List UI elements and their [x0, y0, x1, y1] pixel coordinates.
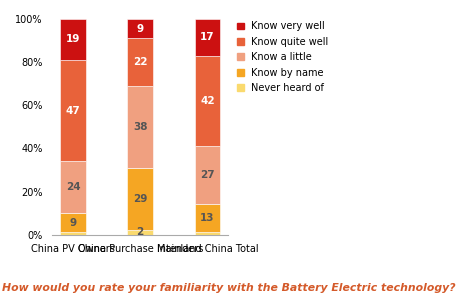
- Text: How would you rate your familiarity with the Battery Electric technology?: How would you rate your familiarity with…: [2, 283, 455, 293]
- Bar: [195, 232, 220, 235]
- Bar: [60, 19, 86, 60]
- Text: 42: 42: [200, 96, 215, 106]
- Text: 38: 38: [133, 122, 148, 132]
- Bar: [128, 230, 153, 235]
- Bar: [195, 146, 220, 205]
- Text: 9: 9: [137, 24, 144, 34]
- Bar: [60, 232, 86, 235]
- Bar: [195, 19, 220, 56]
- Legend: Know very well, Know quite well, Know a little, Know by name, Never heard of: Know very well, Know quite well, Know a …: [235, 20, 330, 95]
- Bar: [60, 161, 86, 213]
- Text: 29: 29: [133, 194, 148, 204]
- Text: 2: 2: [137, 228, 144, 237]
- Bar: [128, 19, 153, 38]
- Bar: [195, 205, 220, 232]
- Text: 17: 17: [200, 32, 215, 42]
- Text: 27: 27: [200, 170, 215, 180]
- Bar: [128, 168, 153, 230]
- Text: 22: 22: [133, 57, 148, 67]
- Bar: [60, 213, 86, 232]
- Bar: [195, 56, 220, 146]
- Bar: [128, 38, 153, 86]
- Text: 9: 9: [69, 218, 77, 228]
- Text: 13: 13: [200, 213, 215, 223]
- Text: 24: 24: [66, 182, 80, 192]
- Bar: [60, 60, 86, 161]
- Text: 47: 47: [66, 106, 80, 116]
- Text: 19: 19: [66, 35, 80, 44]
- Bar: [128, 86, 153, 168]
